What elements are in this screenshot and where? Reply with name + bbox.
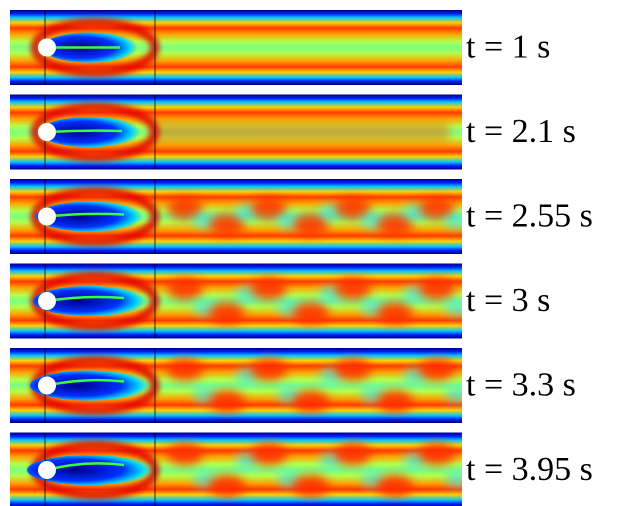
vortex xyxy=(335,197,371,220)
cylinder xyxy=(38,207,56,226)
vortex-core xyxy=(445,388,462,403)
vortex xyxy=(167,443,203,465)
vortex xyxy=(335,443,371,465)
vortex xyxy=(251,278,287,300)
vortex xyxy=(419,278,455,300)
vortex-core xyxy=(445,472,462,487)
vortex xyxy=(419,358,455,381)
field-layer xyxy=(10,10,462,85)
vortex xyxy=(377,302,413,324)
time-label: t = 3.95 s xyxy=(466,451,593,488)
field-layer xyxy=(10,263,462,339)
time-label: t = 3.3 s xyxy=(466,366,576,403)
vortex xyxy=(251,443,287,465)
vortex xyxy=(377,213,413,236)
vortex xyxy=(293,302,329,324)
field-layer xyxy=(10,179,462,254)
field-layer xyxy=(10,432,462,506)
vortex xyxy=(167,358,203,381)
flow-panel: t = 3.3 s xyxy=(10,348,576,423)
vortex xyxy=(377,475,413,497)
wake xyxy=(39,117,141,147)
vortex xyxy=(209,390,245,413)
jet xyxy=(150,122,450,142)
vortex-core xyxy=(445,214,462,229)
field-layer xyxy=(10,94,462,170)
filament xyxy=(46,129,123,134)
field-layer xyxy=(10,348,462,423)
time-label: t = 3 s xyxy=(466,282,550,319)
vortex xyxy=(167,278,203,300)
wake xyxy=(30,370,150,401)
wake xyxy=(33,286,147,316)
vortex xyxy=(209,475,245,497)
cylinder xyxy=(38,123,56,141)
wake xyxy=(27,455,153,485)
vortex xyxy=(251,358,287,381)
cylinder xyxy=(38,292,56,310)
time-label: t = 1 s xyxy=(466,28,550,65)
flow-panel: t = 3 s xyxy=(10,263,550,339)
vortex xyxy=(335,358,371,381)
flow-panel: t = 2.1 s xyxy=(10,94,576,170)
vortex xyxy=(419,197,455,220)
wake xyxy=(36,201,144,232)
vortex xyxy=(167,197,203,220)
vortex xyxy=(377,390,413,413)
cylinder xyxy=(38,461,56,479)
vortex-core xyxy=(445,301,462,316)
vortex xyxy=(209,302,245,324)
vortex xyxy=(251,197,287,220)
time-label: t = 2.1 s xyxy=(466,113,576,150)
vortex xyxy=(419,443,455,465)
flow-panel: t = 3.95 s xyxy=(10,432,593,506)
cylinder xyxy=(38,376,56,395)
flow-panel: t = 1 s xyxy=(10,10,550,85)
cylinder xyxy=(38,38,56,57)
flow-panel: t = 2.55 s xyxy=(10,179,593,254)
time-label: t = 2.55 s xyxy=(466,197,593,234)
vortex xyxy=(293,390,329,413)
vortex xyxy=(209,213,245,236)
vortex xyxy=(293,213,329,236)
vortex xyxy=(335,278,371,300)
vortex xyxy=(293,475,329,497)
